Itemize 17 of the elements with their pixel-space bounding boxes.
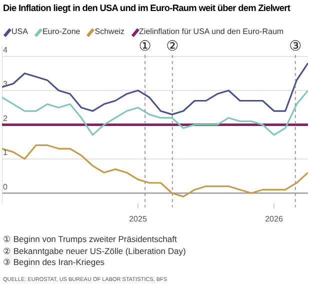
text: ① Beginn von Trumps zweiter Präsidentschaft <box>3 234 178 246</box>
y-tick-label: 0 <box>3 182 8 192</box>
y-tick-label: 4 <box>3 45 8 54</box>
x-tick-label: 2025 <box>129 214 148 224</box>
y-tick-label: 2 <box>3 114 8 123</box>
legend-label: Euro-Zone <box>42 26 80 38</box>
ref-line-label: ① <box>138 38 152 55</box>
text: ② Bekanntgabe neuer US-Zölle (Liberation Day) <box>3 246 187 257</box>
text: ③ Beginn des Iran-Krieges <box>3 257 106 268</box>
ref-line-label: ③ <box>289 38 302 55</box>
ref-line-label: ② <box>166 38 179 55</box>
legend-label: Schweiz <box>94 26 125 38</box>
legend-label: USA <box>12 26 28 38</box>
y-tick-label: 1 <box>3 148 8 158</box>
x-tick-label: 2026 <box>265 214 284 224</box>
legend-label: Zielinflation für USA und den Euro-Raum <box>139 26 284 38</box>
chart-title: Die Inflation liegt in den USA und im Euro-Raum weit über dem Zielwert <box>2 2 292 15</box>
